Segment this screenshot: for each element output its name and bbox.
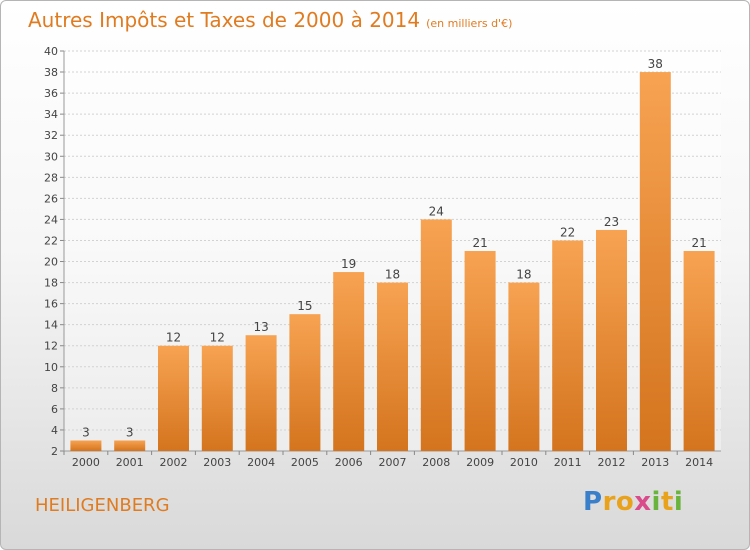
logo-letter: r	[602, 487, 616, 517]
bar	[114, 440, 146, 451]
logo-letter: t	[660, 487, 674, 517]
y-tick-label: 28	[44, 171, 58, 184]
y-tick-label: 8	[51, 382, 58, 395]
logo-letter: x	[634, 487, 652, 517]
chart-unit: (en milliers d'€)	[426, 17, 513, 30]
data-label: 21	[691, 236, 706, 250]
y-tick-label: 12	[44, 340, 58, 353]
commune-name: HEILIGENBERG	[35, 495, 170, 516]
y-tick-label: 24	[44, 213, 58, 226]
x-tick-label: 2014	[685, 456, 713, 469]
data-label: 18	[516, 268, 531, 282]
y-tick-label: 16	[44, 298, 58, 311]
data-label: 19	[341, 257, 356, 271]
y-tick-label: 4	[51, 424, 58, 437]
y-tick-label: 36	[44, 87, 58, 100]
logo-letter: o	[615, 487, 635, 517]
y-tick-label: 6	[51, 403, 58, 416]
data-label: 3	[82, 425, 90, 439]
bar	[158, 345, 189, 451]
data-label: 18	[385, 268, 400, 282]
logo-letter: i	[651, 487, 661, 517]
chart-title-text: Autres Impôts et Taxes de 2000 à 2014	[28, 8, 421, 32]
bar	[464, 251, 496, 451]
y-tick-label: 20	[44, 256, 58, 269]
x-tick-label: 2009	[466, 456, 494, 469]
bar	[377, 282, 408, 451]
data-label: 15	[297, 299, 312, 313]
data-label: 21	[472, 236, 487, 250]
x-tick-label: 2000	[72, 456, 100, 469]
data-label: 12	[166, 331, 181, 345]
logo-letter: P	[583, 487, 603, 517]
x-tick-label: 2004	[247, 456, 275, 469]
data-label: 23	[604, 215, 619, 229]
bar	[552, 240, 584, 451]
bar	[596, 229, 627, 451]
bar	[420, 219, 452, 451]
y-tick-label: 26	[44, 192, 58, 205]
x-tick-label: 2002	[160, 456, 188, 469]
data-label: 24	[429, 204, 444, 218]
y-tick-label: 40	[44, 45, 58, 58]
data-label: 38	[648, 57, 663, 71]
x-tick-label: 2001	[116, 456, 144, 469]
logo-letter: i	[673, 487, 684, 517]
x-tick-label: 2011	[554, 456, 582, 469]
y-tick-label: 22	[44, 234, 58, 247]
data-label: 3	[126, 425, 134, 439]
bar	[70, 440, 102, 451]
data-label: 12	[210, 331, 225, 345]
x-tick-label: 2006	[335, 456, 363, 469]
bar	[289, 314, 321, 451]
y-tick-label: 2	[51, 445, 58, 458]
x-tick-label: 2013	[641, 456, 669, 469]
x-tick-label: 2005	[291, 456, 319, 469]
bar	[245, 335, 277, 451]
bar	[201, 345, 233, 451]
bar	[333, 272, 365, 451]
y-tick-label: 10	[44, 361, 58, 374]
proxiti-logo[interactable]: Proxiti	[583, 487, 683, 517]
x-tick-label: 2008	[422, 456, 450, 469]
chart-title: Autres Impôts et Taxes de 2000 à 2014 (en…	[28, 8, 512, 32]
bar	[508, 282, 540, 451]
y-tick-label: 34	[44, 108, 58, 121]
y-tick-label: 14	[44, 319, 58, 332]
bar	[639, 72, 671, 451]
y-tick-label: 18	[44, 277, 58, 290]
data-label: 13	[253, 320, 268, 334]
y-tick-label: 38	[44, 66, 58, 79]
x-tick-label: 2003	[203, 456, 231, 469]
y-tick-label: 32	[44, 129, 58, 142]
data-label: 22	[560, 225, 575, 239]
x-tick-label: 2010	[510, 456, 538, 469]
x-tick-label: 2007	[379, 456, 407, 469]
y-tick-label: 30	[44, 150, 58, 163]
x-tick-label: 2012	[598, 456, 626, 469]
bar	[683, 251, 715, 451]
